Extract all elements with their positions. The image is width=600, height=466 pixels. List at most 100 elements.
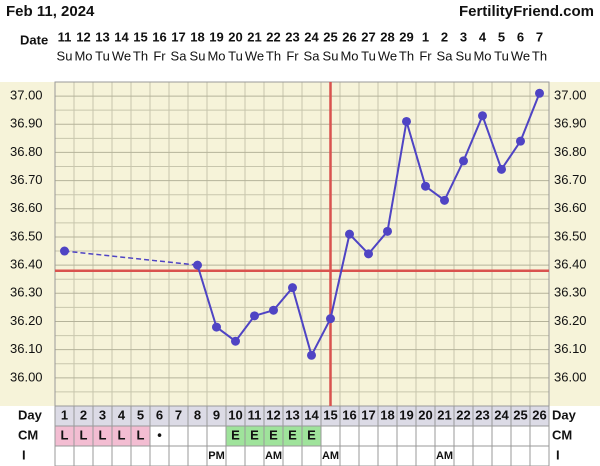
weekday-label: Th xyxy=(266,48,281,63)
row-cell xyxy=(358,425,379,447)
row-cell xyxy=(510,425,531,447)
date-label: 2 xyxy=(441,29,448,44)
row-cell xyxy=(472,445,493,466)
date-label: 5 xyxy=(498,29,505,44)
temperature-point xyxy=(535,88,544,98)
day-label: 8 xyxy=(194,407,201,422)
day-label: 25 xyxy=(513,407,527,422)
weekday-label: Mo xyxy=(207,48,225,63)
y-tick-label: 36.10 xyxy=(10,341,43,356)
day-label: 2 xyxy=(80,407,87,422)
temperature-point xyxy=(212,322,221,332)
weekday-label: Tu xyxy=(228,48,243,63)
temperature-point xyxy=(345,229,354,239)
date-label: 17 xyxy=(171,29,185,44)
row-cell xyxy=(206,425,227,447)
weekday-label: Th xyxy=(133,48,148,63)
temperature-point xyxy=(269,305,278,315)
temperature-point xyxy=(288,283,297,293)
day-label: 23 xyxy=(475,407,489,422)
date-label: 4 xyxy=(479,29,487,44)
intercourse-label: AM xyxy=(265,450,282,462)
day-label: 15 xyxy=(323,407,337,422)
cm-label: • xyxy=(157,427,162,442)
weekday-label: Tu xyxy=(494,48,509,63)
row-cell xyxy=(168,425,189,447)
row-cell xyxy=(415,425,436,447)
y-tick-label: 36.60 xyxy=(10,200,43,215)
intercourse-label: AM xyxy=(322,450,339,462)
weekday-label: Tu xyxy=(95,48,110,63)
weekday-label: Su xyxy=(57,48,73,63)
cm-label: E xyxy=(288,427,297,442)
row-cell xyxy=(282,445,303,466)
weekday-label: Tu xyxy=(361,48,376,63)
row-cell xyxy=(339,425,360,447)
row-cell xyxy=(434,425,455,447)
row-cell xyxy=(472,425,493,447)
intercourse-label: PM xyxy=(208,450,225,462)
day-label: 19 xyxy=(399,407,413,422)
date-label: 26 xyxy=(342,29,356,44)
temperature-point xyxy=(516,136,525,146)
row-cell xyxy=(149,445,170,466)
weekday-label: Fr xyxy=(286,48,299,63)
day-label: 10 xyxy=(228,407,242,422)
date-label: 25 xyxy=(323,29,337,44)
cm-label: L xyxy=(80,427,88,442)
temperature-point xyxy=(307,350,316,360)
chart-date: Feb 11, 2024 xyxy=(6,3,95,20)
gap-connector xyxy=(64,250,198,266)
row-cell xyxy=(453,445,474,466)
intercourse-label: AM xyxy=(436,450,453,462)
date-label: 23 xyxy=(285,29,299,44)
date-label: 27 xyxy=(361,29,375,44)
row-label: CM xyxy=(18,427,38,442)
cm-label: L xyxy=(61,427,69,442)
cm-label: L xyxy=(118,427,126,442)
date-label: 29 xyxy=(399,29,413,44)
day-label: 12 xyxy=(266,407,280,422)
weekday-label: We xyxy=(112,48,131,63)
y-tick-label-right: 36.70 xyxy=(554,172,587,187)
weekday-label: We xyxy=(378,48,397,63)
row-label-right: I xyxy=(556,447,560,462)
temperature-point xyxy=(478,111,487,121)
row-label: I xyxy=(22,447,26,462)
day-label: 4 xyxy=(118,407,126,422)
cm-label: L xyxy=(99,427,107,442)
date-label: 22 xyxy=(266,29,280,44)
day-label: 11 xyxy=(248,407,262,422)
cm-label: E xyxy=(250,427,259,442)
y-tick-label: 36.40 xyxy=(10,257,43,272)
brand: FertilityFriend.com xyxy=(459,3,594,20)
y-tick-label-right: 37.00 xyxy=(554,88,587,103)
date-label: 1 xyxy=(422,29,429,44)
date-label: 3 xyxy=(460,29,467,44)
temperature-point xyxy=(231,336,240,346)
weekday-label: Su xyxy=(456,48,472,63)
day-label: 7 xyxy=(175,407,182,422)
y-tick-label-right: 36.20 xyxy=(554,313,587,328)
row-cell xyxy=(453,425,474,447)
temperature-point xyxy=(383,226,392,236)
row-cell xyxy=(396,425,417,447)
row-label-right: CM xyxy=(552,427,572,442)
row-cell xyxy=(187,425,208,447)
row-cell xyxy=(491,445,512,466)
date-label: 14 xyxy=(114,29,129,44)
weekday-label: Mo xyxy=(74,48,92,63)
y-tick-label-right: 36.90 xyxy=(554,116,587,131)
date-label: 15 xyxy=(133,29,147,44)
row-cell xyxy=(73,445,94,466)
day-label: 13 xyxy=(285,407,299,422)
day-label: 16 xyxy=(342,407,356,422)
y-tick-label-right: 36.40 xyxy=(554,257,587,272)
row-label-right: Day xyxy=(552,407,577,422)
temperature-point xyxy=(421,181,430,191)
weekday-label: Su xyxy=(323,48,339,63)
row-cell xyxy=(377,425,398,447)
date-label: 6 xyxy=(517,29,524,44)
day-label: 21 xyxy=(437,407,451,422)
